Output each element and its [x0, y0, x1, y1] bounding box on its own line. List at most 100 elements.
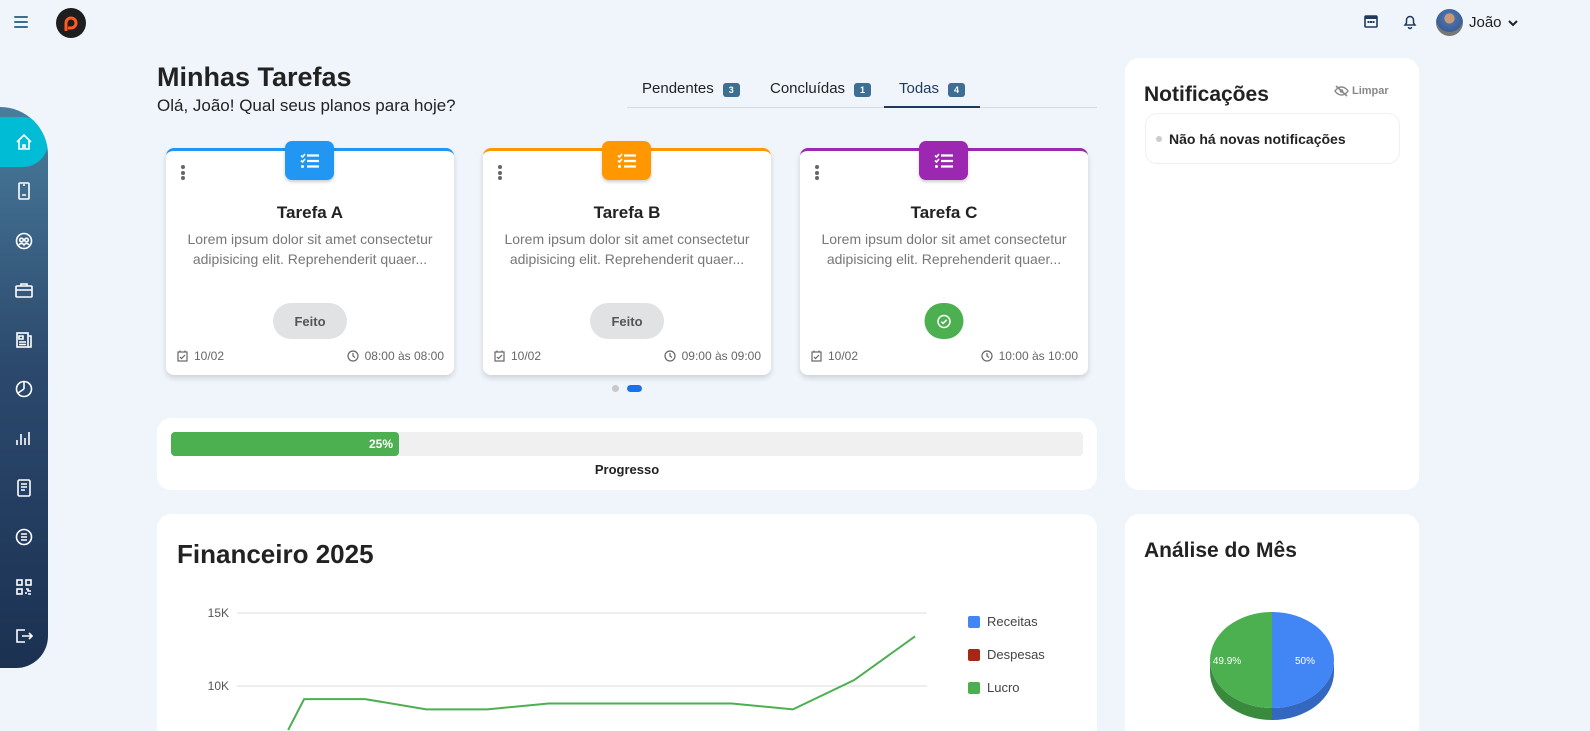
- progress-label: Progresso: [594, 462, 660, 477]
- legend-item[interactable]: Receitas: [968, 614, 1038, 629]
- sidebar-item-qr-code[interactable]: [0, 567, 48, 607]
- clock-icon: [980, 350, 993, 362]
- bullet-icon: [1156, 135, 1162, 142]
- task-title: Tarefa B: [593, 203, 661, 222]
- progress-panel: 25% Progresso: [157, 418, 1097, 490]
- sidebar-item-newspaper[interactable]: [0, 320, 48, 360]
- task-card[interactable]: Tarefa C Lorem ipsum dolor sit amet cons…: [800, 141, 1088, 375]
- legend-swatch: [968, 681, 980, 694]
- calendar-check-icon: [494, 350, 505, 362]
- task-list-icon: [602, 141, 651, 180]
- series-line-lucro: [287, 635, 916, 731]
- count-badge: 4: [948, 83, 966, 97]
- more-options-icon[interactable]: [181, 165, 185, 182]
- legend-swatch: [968, 615, 980, 628]
- pie-chart-icon: [15, 380, 33, 398]
- tab-concluidas[interactable]: Concluídas 1: [770, 78, 872, 108]
- task-title: Tarefa A: [276, 203, 344, 222]
- finance-panel: Financeiro 2025: [157, 514, 1097, 731]
- task-tabs: Pendentes 3 Concluídas 1 Todas 4: [627, 78, 1097, 108]
- legend-item[interactable]: Lucro: [968, 680, 1020, 695]
- tab-pendentes[interactable]: Pendentes 3: [642, 78, 740, 108]
- task-date: 10/02: [194, 349, 225, 363]
- analysis-pie-chart: 50% 49.9%: [1210, 612, 1334, 720]
- sidebar-item-tablet[interactable]: [0, 171, 48, 211]
- logo-icon: [64, 16, 78, 31]
- sidebar-item-briefcase[interactable]: [0, 270, 48, 310]
- tab-label: Concluídas: [770, 80, 846, 97]
- pie-side-green: [1210, 660, 1272, 720]
- notifications-button[interactable]: [1402, 13, 1418, 35]
- pie-side-blue: [1272, 660, 1334, 720]
- chevron-down-icon: [1507, 19, 1518, 26]
- legend-label: Lucro: [987, 680, 1020, 695]
- clear-label: Limpar: [1352, 85, 1389, 97]
- sidebar-item-pie-chart[interactable]: [0, 369, 48, 409]
- pie-slice: [1272, 612, 1334, 708]
- count-badge: 3: [722, 83, 740, 97]
- sidebar-item-list[interactable]: [0, 517, 48, 557]
- task-list-icon: [919, 141, 968, 180]
- clear-notifications-button[interactable]: Limpar: [1334, 85, 1389, 97]
- progress-bar: 25%: [171, 432, 1083, 456]
- notifications-panel: Notificações Limpar Não há novas notific…: [1125, 58, 1419, 490]
- task-card[interactable]: Tarefa A Lorem ipsum dolor sit amet cons…: [166, 141, 454, 375]
- carousel-dot-1[interactable]: [612, 385, 619, 392]
- task-card[interactable]: Tarefa B Lorem ipsum dolor sit amet cons…: [483, 141, 771, 375]
- legend-item[interactable]: Despesas: [968, 647, 1045, 662]
- progress-fill: 25%: [171, 432, 399, 456]
- analysis-title: Análise do Mês: [1144, 539, 1297, 562]
- tab-todas[interactable]: Todas 4: [884, 78, 981, 108]
- task-description: Lorem ipsum dolor sit amet consectetur a…: [187, 231, 433, 267]
- qr-code-icon: [16, 578, 32, 595]
- tab-label: Todas: [899, 80, 940, 97]
- notification-item: Não há novas notificações: [1145, 113, 1400, 164]
- task-done-button[interactable]: [924, 303, 964, 339]
- sidebar-item-document[interactable]: [0, 468, 48, 508]
- legend-label: Despesas: [987, 647, 1045, 662]
- sidebar: [0, 107, 48, 668]
- newspaper-icon: [16, 331, 32, 348]
- finance-line-chart: 15K 10K: [208, 606, 927, 731]
- users-icon: [15, 232, 33, 250]
- task-title: Tarefa C: [910, 203, 978, 222]
- clock-icon: [663, 350, 676, 362]
- avatar: [1436, 9, 1463, 36]
- carousel-dot-2[interactable]: [627, 385, 642, 392]
- task-date: 10/02: [511, 349, 542, 363]
- user-menu[interactable]: João: [1436, 9, 1518, 36]
- pie-data-label: 49.9%: [1213, 656, 1241, 667]
- menu-button[interactable]: [14, 15, 28, 29]
- sidebar-item-users[interactable]: [0, 221, 48, 261]
- sidebar-item-logout[interactable]: [0, 616, 48, 656]
- mark-done-button[interactable]: Feito: [590, 303, 664, 339]
- calendar-check-icon: [811, 350, 822, 362]
- sidebar-item-home[interactable]: [0, 117, 48, 167]
- check-circle-icon: [937, 314, 951, 328]
- legend-label: Receitas: [987, 614, 1038, 629]
- more-options-icon[interactable]: [815, 165, 819, 182]
- empty-notifications-text: Não há novas notificações: [1169, 130, 1346, 147]
- calendar-button[interactable]: [1363, 13, 1379, 34]
- tablet-icon: [18, 182, 30, 201]
- more-options-icon[interactable]: [498, 165, 502, 182]
- task-description: Lorem ipsum dolor sit amet consectetur a…: [821, 231, 1067, 267]
- logout-icon: [16, 629, 34, 643]
- calendar-check-icon: [177, 350, 188, 362]
- mark-done-button[interactable]: Feito: [273, 303, 347, 339]
- logo[interactable]: [56, 8, 86, 38]
- task-list-icon: [285, 141, 334, 180]
- clock-icon: [346, 350, 359, 362]
- tab-label: Pendentes: [642, 80, 714, 97]
- document-icon: [17, 478, 31, 497]
- y-tick-label: 10K: [208, 679, 229, 693]
- sidebar-item-bar-chart[interactable]: [0, 418, 48, 458]
- bar-chart-icon: [16, 432, 30, 446]
- user-name: João: [1469, 14, 1502, 31]
- task-time: 09:00 às 09:00: [681, 349, 761, 363]
- home-icon: [16, 133, 32, 150]
- finance-title: Financeiro 2025: [177, 539, 374, 569]
- task-time: 08:00 às 08:00: [364, 349, 444, 363]
- briefcase-icon: [15, 283, 33, 298]
- legend-swatch: [968, 648, 980, 661]
